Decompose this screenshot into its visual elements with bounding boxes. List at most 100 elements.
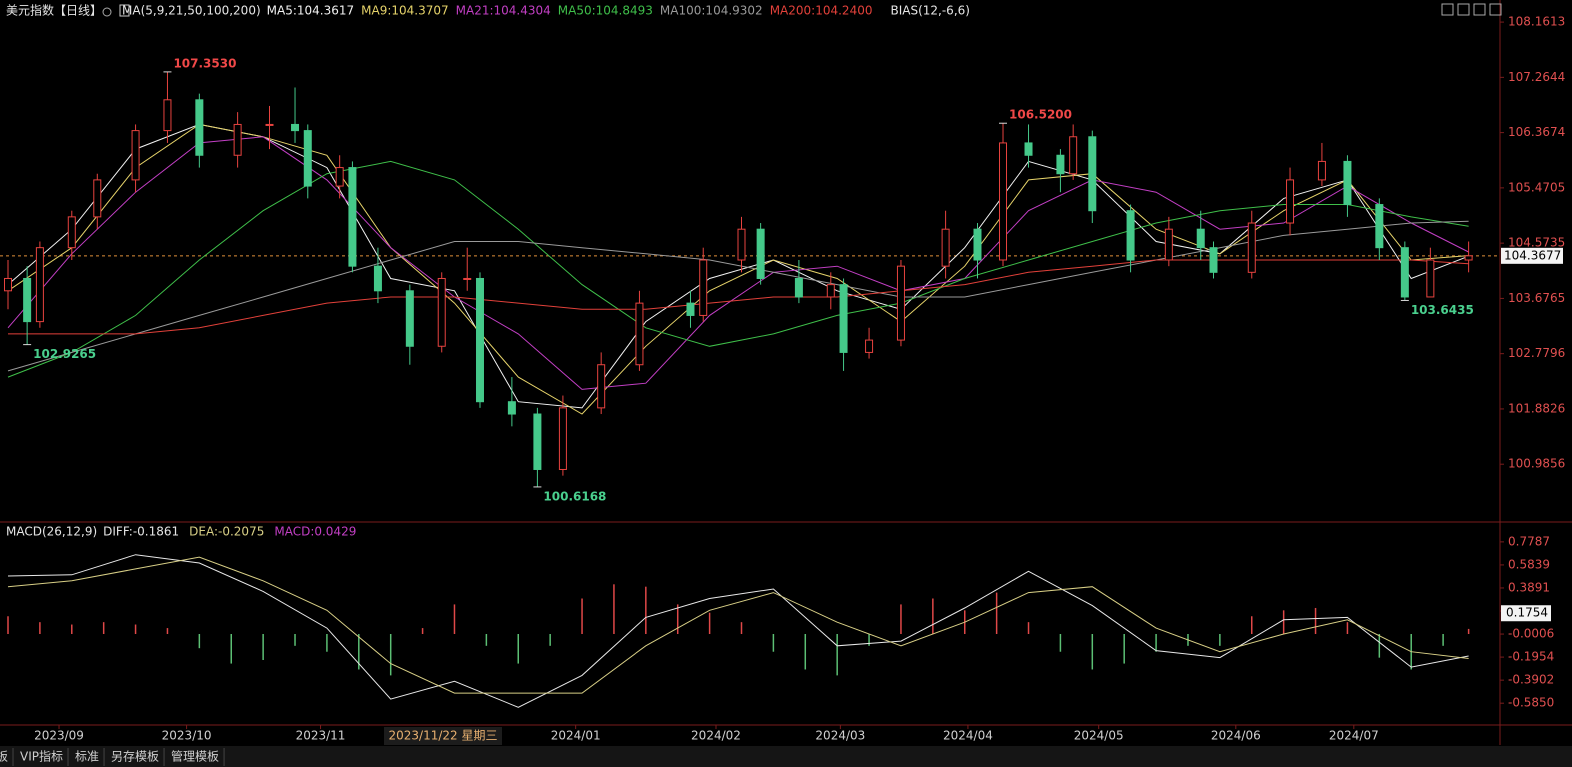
y-tick-label: -0.1954 [1508, 650, 1554, 664]
candle-body [1286, 179, 1295, 224]
y-tick-label: 107.2644 [1508, 70, 1565, 84]
y-tick-label: 108.1613 [1508, 15, 1565, 29]
candle-body [335, 167, 344, 187]
x-tick-label: 2024/04 [943, 729, 993, 743]
candle-body [1056, 154, 1065, 175]
candle-body [756, 228, 765, 279]
x-tick-label: 2023/09 [34, 729, 84, 743]
bias-label: BIAS(12,-6,6) [890, 4, 969, 18]
legend-entry: MA21:104.4304 [456, 4, 551, 18]
x-tick-label: 2024/02 [691, 729, 741, 743]
candle-body [1464, 255, 1473, 261]
toolbar[interactable] [1441, 3, 1502, 16]
candle-body [1400, 247, 1409, 298]
title-icon[interactable] [102, 7, 112, 17]
crosshair-date-box [384, 727, 502, 745]
candle-body [1196, 228, 1205, 249]
candle-body [973, 228, 982, 261]
legend-entry: MA5:104.3617 [267, 4, 355, 18]
y-tick-label: 103.6765 [1508, 291, 1565, 305]
legend-entry: MA9:104.3707 [361, 4, 449, 18]
candle-body [1209, 247, 1218, 273]
legend-entry: MA200:104.2400 [770, 4, 873, 18]
candle-body [1343, 160, 1352, 206]
candle-body [195, 99, 204, 156]
candle-body [737, 228, 746, 261]
y-tick-label: 0.7787 [1508, 534, 1550, 548]
candle-body [67, 216, 76, 249]
candle-body [1164, 228, 1173, 261]
candle-body [507, 401, 516, 415]
macd-line [7, 554, 1469, 708]
chart-title: 美元指数【日线】 [6, 3, 102, 18]
x-tick-label: 2024/01 [551, 729, 601, 743]
x-tick-label: 2023/10 [162, 729, 212, 743]
tab[interactable]: 标准 [75, 750, 99, 764]
tab-bar [0, 746, 1572, 767]
y-tick-label: -0.3902 [1508, 673, 1554, 687]
ma-line [7, 160, 1469, 378]
ma-line [8, 259, 1469, 335]
tab[interactable]: 板 [0, 750, 8, 764]
legend-entry: MA100:104.9302 [660, 4, 763, 18]
y-tick-label: -0.0006 [1508, 627, 1554, 641]
tool-button[interactable] [1473, 3, 1486, 16]
ma-line [7, 136, 1469, 390]
candle-body [475, 277, 484, 403]
extreme-label: 106.5200 [1009, 108, 1072, 122]
y-tick-label: 101.8826 [1508, 401, 1565, 415]
y-tick-label: 100.9856 [1508, 457, 1565, 471]
candle-body [1069, 136, 1078, 175]
candle-body [1375, 204, 1384, 249]
tab[interactable]: 管理模板 [171, 749, 219, 764]
candle-body [291, 123, 300, 132]
candle-body [941, 228, 950, 267]
candle-body [597, 364, 606, 409]
candle-body [35, 247, 44, 323]
x-tick-label: 2024/03 [815, 729, 865, 743]
candle-body [463, 277, 472, 280]
candle-body [1024, 142, 1033, 156]
candle-body [437, 277, 446, 347]
candle-body [1317, 160, 1326, 181]
extreme-label: 103.6435 [1411, 303, 1474, 317]
y-tick-label: 102.7796 [1508, 346, 1565, 360]
legend-entry: DIFF:-0.1861 [103, 525, 179, 539]
tool-button[interactable] [1489, 3, 1502, 16]
candle-body [839, 284, 848, 353]
extreme-label: 107.3530 [173, 56, 236, 70]
candle-body [233, 123, 242, 156]
plot-area: 108.1613 107.2644 106.3674 105.4705 104.5735… [0, 3, 1565, 743]
marker-label: 0.1754 [1506, 606, 1548, 620]
marker-box [1501, 605, 1551, 622]
candle-body [405, 290, 414, 347]
indicator-name: MACD(26,12,9) [6, 525, 97, 539]
candle-body [686, 302, 695, 316]
candle-body [635, 302, 644, 366]
candle-body [999, 142, 1008, 261]
candle-body [558, 407, 567, 470]
candle-body [348, 167, 357, 267]
candle-body [373, 265, 382, 292]
candle-body [303, 130, 312, 187]
candle-body [265, 123, 274, 126]
candle-body [23, 277, 32, 323]
y-tick-label: -0.5850 [1508, 696, 1554, 710]
toolbar-icon[interactable] [119, 4, 130, 17]
x-tick-label: 2024/06 [1211, 729, 1261, 743]
tool-button[interactable] [1441, 3, 1454, 16]
candle-body [4, 277, 12, 292]
tool-button[interactable] [1457, 3, 1470, 16]
candle-body [794, 277, 803, 298]
y-tick-label: 104.5735 [1508, 236, 1565, 250]
candle-body [896, 265, 905, 341]
candle-body [1426, 259, 1435, 298]
candle-body [533, 413, 542, 470]
tab[interactable]: VIP指标 [20, 749, 63, 764]
extreme-label: 100.6168 [543, 489, 606, 503]
candle-body [826, 284, 835, 298]
tab[interactable]: 另存模板 [111, 750, 159, 764]
candle-body [1088, 136, 1097, 212]
